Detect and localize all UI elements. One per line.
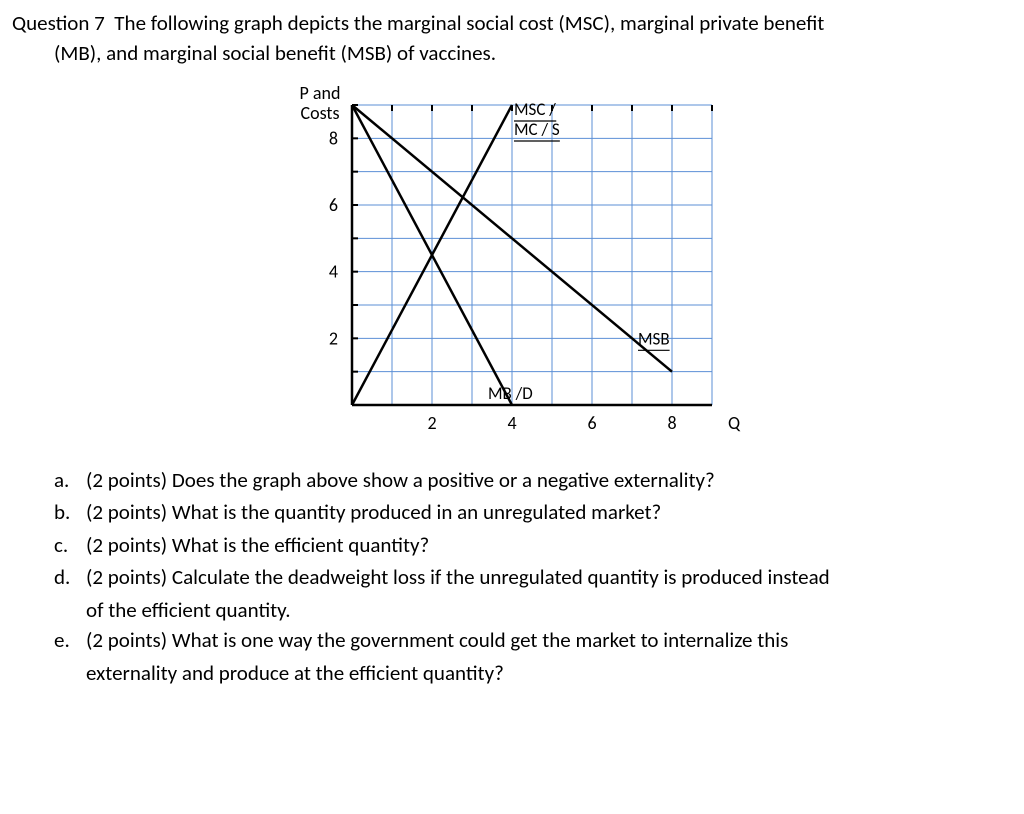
subpart-b: b. (2 points) What is the quantity produ… <box>54 497 1012 527</box>
chart-container: 2 4 6 8 2 4 6 8 P andCosts Q MSC /MC / S MB /D MSB <box>272 75 1012 455</box>
svg-text:MC / S: MC / S <box>514 119 560 140</box>
svg-text:MSB: MSB <box>638 328 670 349</box>
svg-text:6: 6 <box>587 412 596 434</box>
subpart-letter: c. <box>54 530 86 560</box>
svg-text:4: 4 <box>329 261 338 283</box>
subpart-a: a. (2 points) Does the graph above show … <box>54 465 1012 495</box>
svg-text:Q: Q <box>728 412 741 434</box>
subpart-letter: b. <box>54 497 86 527</box>
subpart-letter: e. <box>54 625 86 655</box>
subpart-d-cont: of the efficient quantity. <box>86 595 1012 625</box>
subpart-e-cont: externality and produce at the efficient… <box>86 658 1012 688</box>
svg-text:Costs: Costs <box>301 102 340 124</box>
question-number: Question 7 <box>12 10 105 36</box>
svg-text:6: 6 <box>329 194 338 216</box>
subpart-d: d. (2 points) Calculate the deadweight l… <box>54 562 1012 592</box>
subpart-text: (2 points) What is one way the governmen… <box>86 625 1012 655</box>
subpart-letter: d. <box>54 562 86 592</box>
svg-text:8: 8 <box>329 127 338 149</box>
question-line1: The following graph depicts the marginal… <box>114 10 824 36</box>
econ-chart: 2 4 6 8 2 4 6 8 P andCosts Q MSC /MC / S MB /D MSB <box>272 75 772 455</box>
svg-text:MB /D: MB /D <box>488 383 533 404</box>
subpart-letter: a. <box>54 465 86 495</box>
svg-text:MSC /: MSC / <box>514 99 556 120</box>
subpart-text: (2 points) What is the efficient quantit… <box>86 530 1012 560</box>
svg-text:2: 2 <box>329 327 338 349</box>
question-line2: (MB), and marginal social benefit (MSB) … <box>54 38 1012 68</box>
svg-text:8: 8 <box>667 412 676 434</box>
subpart-c: c. (2 points) What is the efficient quan… <box>54 530 1012 560</box>
question-header: Question 7 The following graph depicts t… <box>12 8 1012 69</box>
subpart-e: e. (2 points) What is one way the govern… <box>54 625 1012 655</box>
svg-text:P and: P and <box>300 82 341 104</box>
subparts-list: a. (2 points) Does the graph above show … <box>54 465 1012 688</box>
subpart-text: (2 points) Does the graph above show a p… <box>86 465 1012 495</box>
subpart-text: (2 points) Calculate the deadweight loss… <box>86 562 1012 592</box>
svg-text:4: 4 <box>507 412 516 434</box>
svg-text:2: 2 <box>427 412 436 434</box>
subpart-text: (2 points) What is the quantity produced… <box>86 497 1012 527</box>
